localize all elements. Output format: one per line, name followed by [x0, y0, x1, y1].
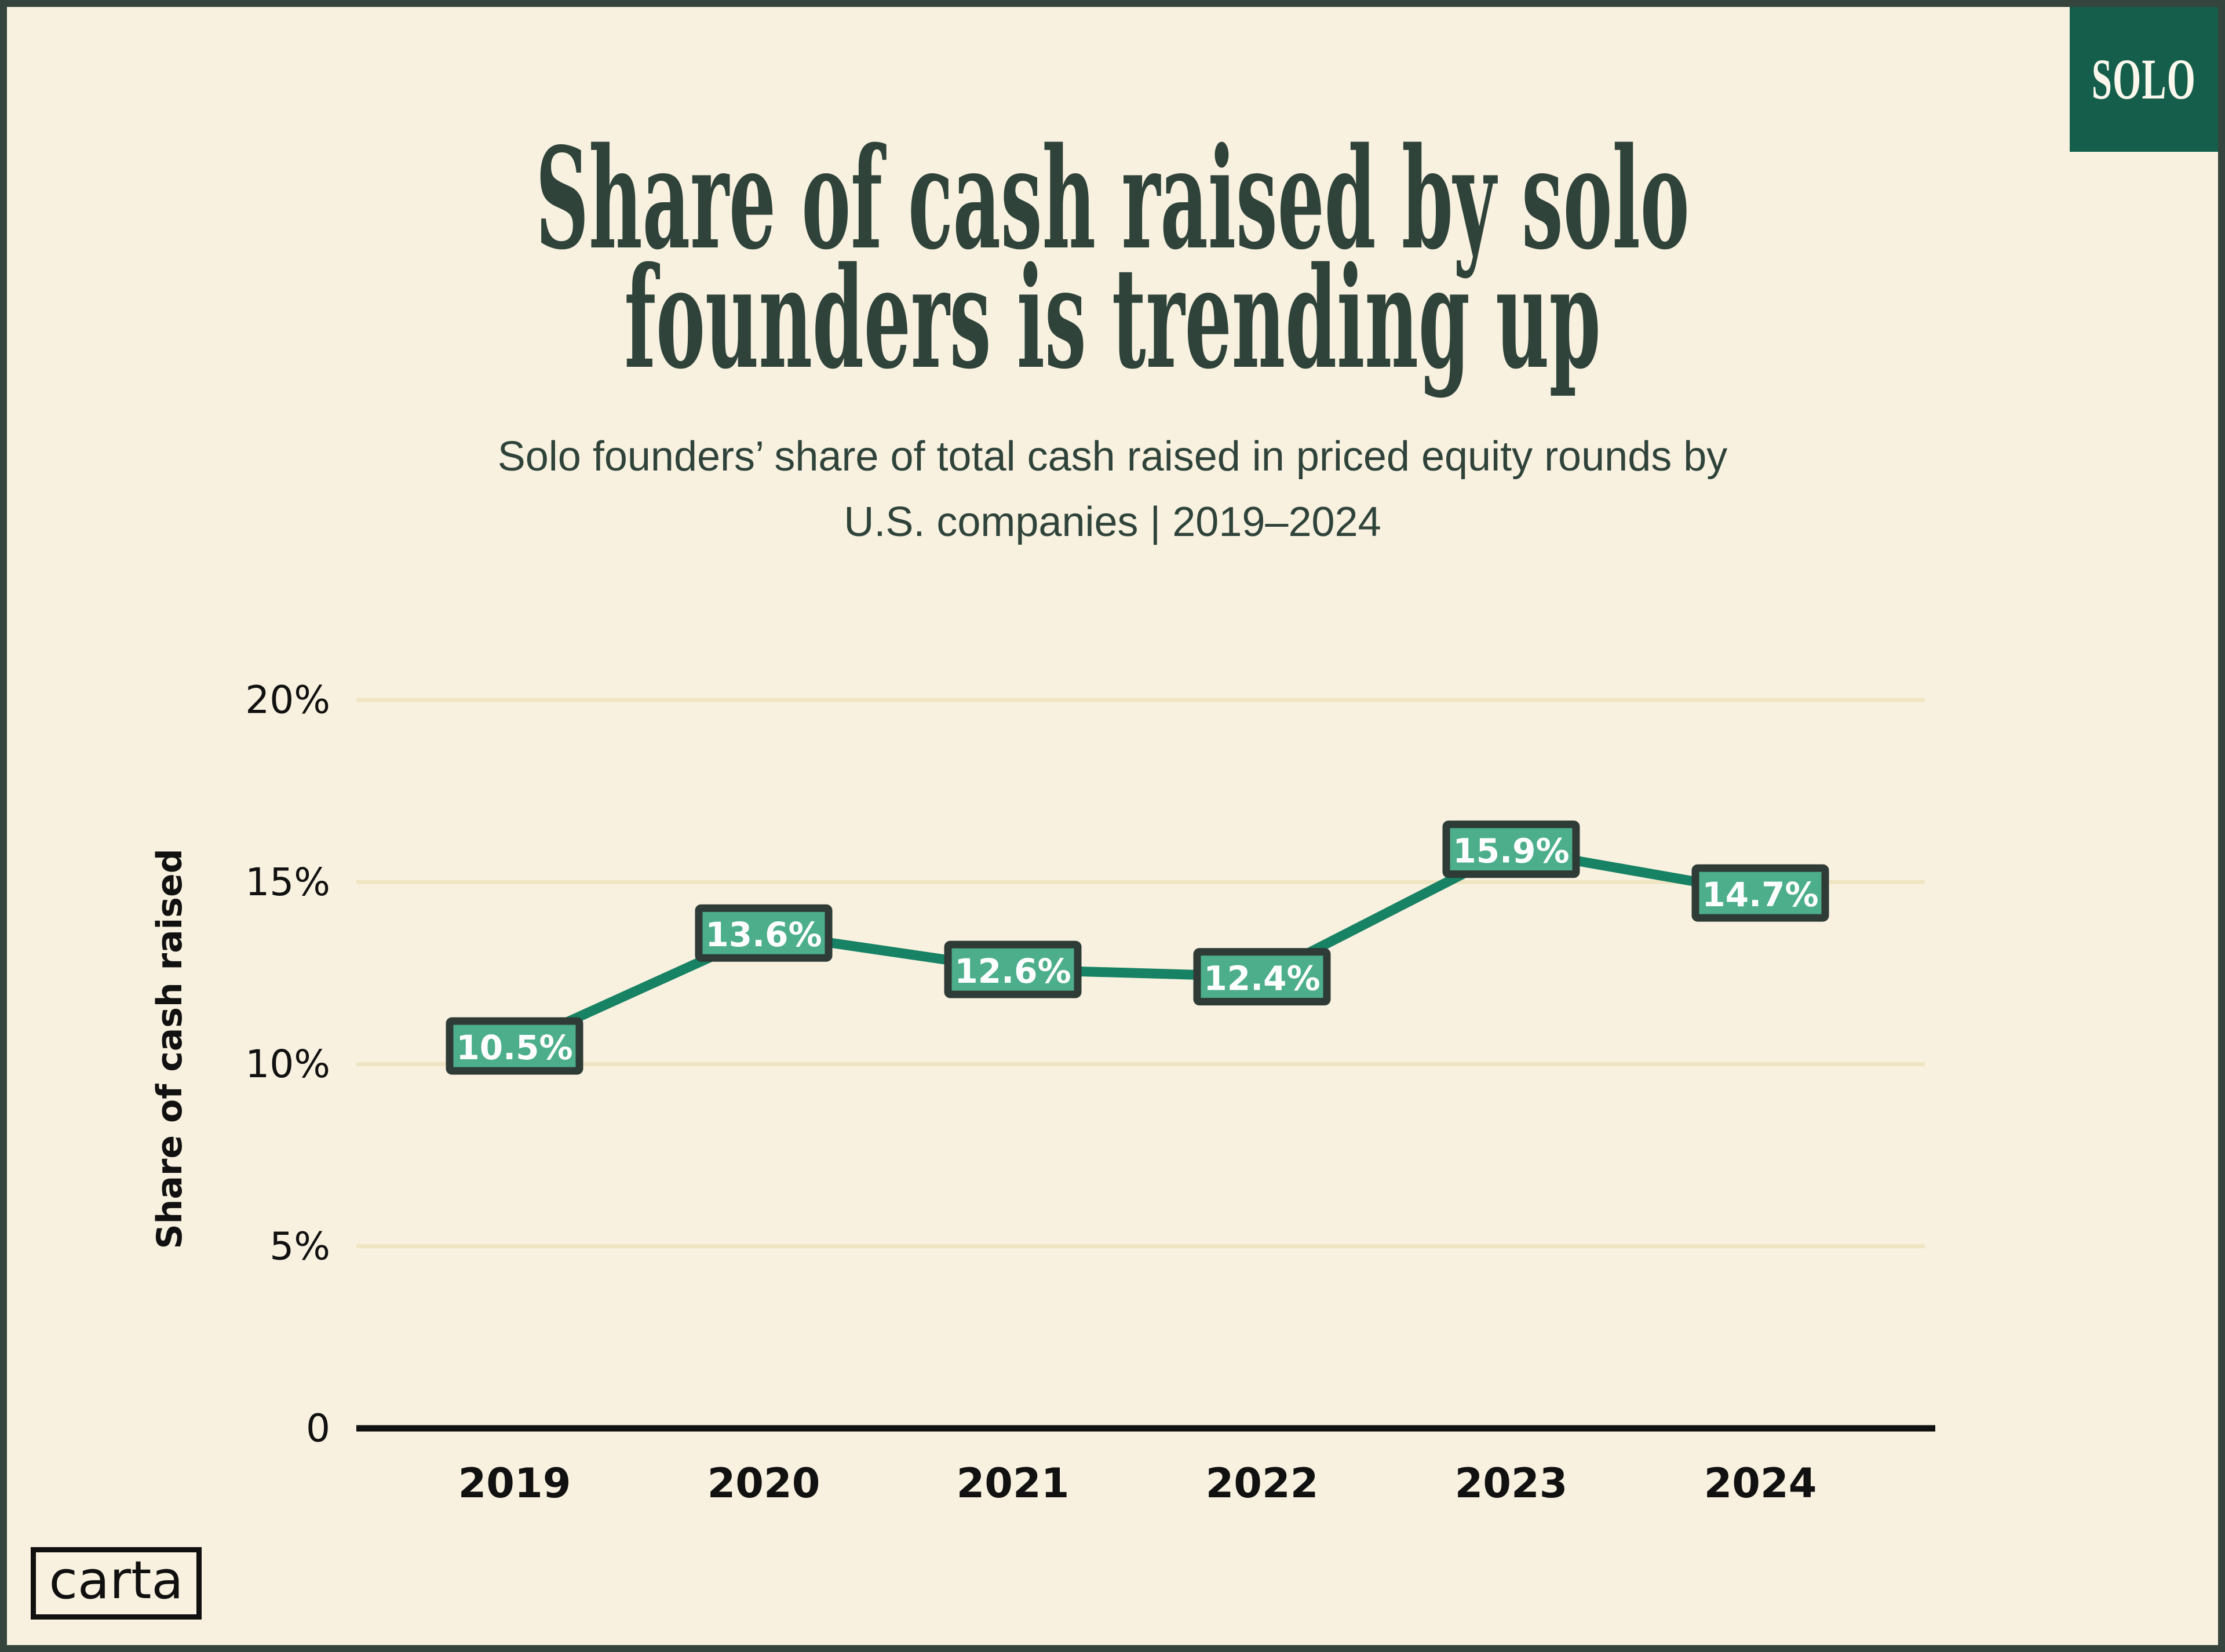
y-tick-label-15%: 15% [245, 860, 330, 905]
data-point-label-2021: 12.6% [954, 951, 1071, 991]
data-point-label-2024: 14.7% [1702, 875, 1818, 914]
y-tick-label-0: 0 [306, 1406, 330, 1451]
chart-title-line2: founders is trending up [624, 236, 1601, 400]
data-point-box-2022 [1193, 948, 1331, 1006]
x-tick-label-2021: 2021 [957, 1460, 1070, 1507]
chart-subtitle-line2: U.S. companies | 2019–2024 [844, 499, 1381, 545]
data-point-label-2020: 13.6% [705, 915, 822, 954]
chart-title-line1: Share of cash raised by solo [535, 117, 1690, 280]
solo-badge-label: SOLO [2091, 47, 2197, 111]
carta-logo: carta [31, 1547, 202, 1620]
chart-subtitle-line1: Solo founders’ share of total cash raise… [497, 433, 1728, 480]
data-point-label-2023: 15.9% [1453, 832, 1569, 871]
chart-subtitle: Solo founders’ share of total cash raise… [0, 424, 2225, 555]
solo-badge: SOLO [2070, 7, 2218, 152]
data-point-box-2023 [1442, 820, 1580, 878]
x-tick-label-2024: 2024 [1704, 1460, 1817, 1507]
y-axis-title: Share of cash raised [149, 848, 190, 1249]
y-tick-label-20%: 20% [245, 678, 330, 723]
x-tick-label-2022: 2022 [1206, 1460, 1319, 1507]
x-tick-label-2019: 2019 [458, 1460, 571, 1507]
data-point-box-2024 [1691, 864, 1829, 922]
chart-title: Share of cash raised by solo founders is… [523, 117, 1702, 400]
data-point-box-2020 [695, 904, 833, 962]
data-point-label-2019: 10.5% [456, 1028, 572, 1067]
data-point-box-2019 [446, 1017, 583, 1075]
x-tick-label-2020: 2020 [707, 1460, 820, 1507]
x-tick-label-2023: 2023 [1455, 1460, 1568, 1507]
carta-logo-label: carta [49, 1549, 184, 1611]
data-point-label-2022: 12.4% [1203, 959, 1320, 998]
data-point-box-2021 [944, 940, 1082, 998]
y-tick-label-5%: 5% [269, 1224, 330, 1268]
y-tick-label-10%: 10% [245, 1042, 330, 1086]
